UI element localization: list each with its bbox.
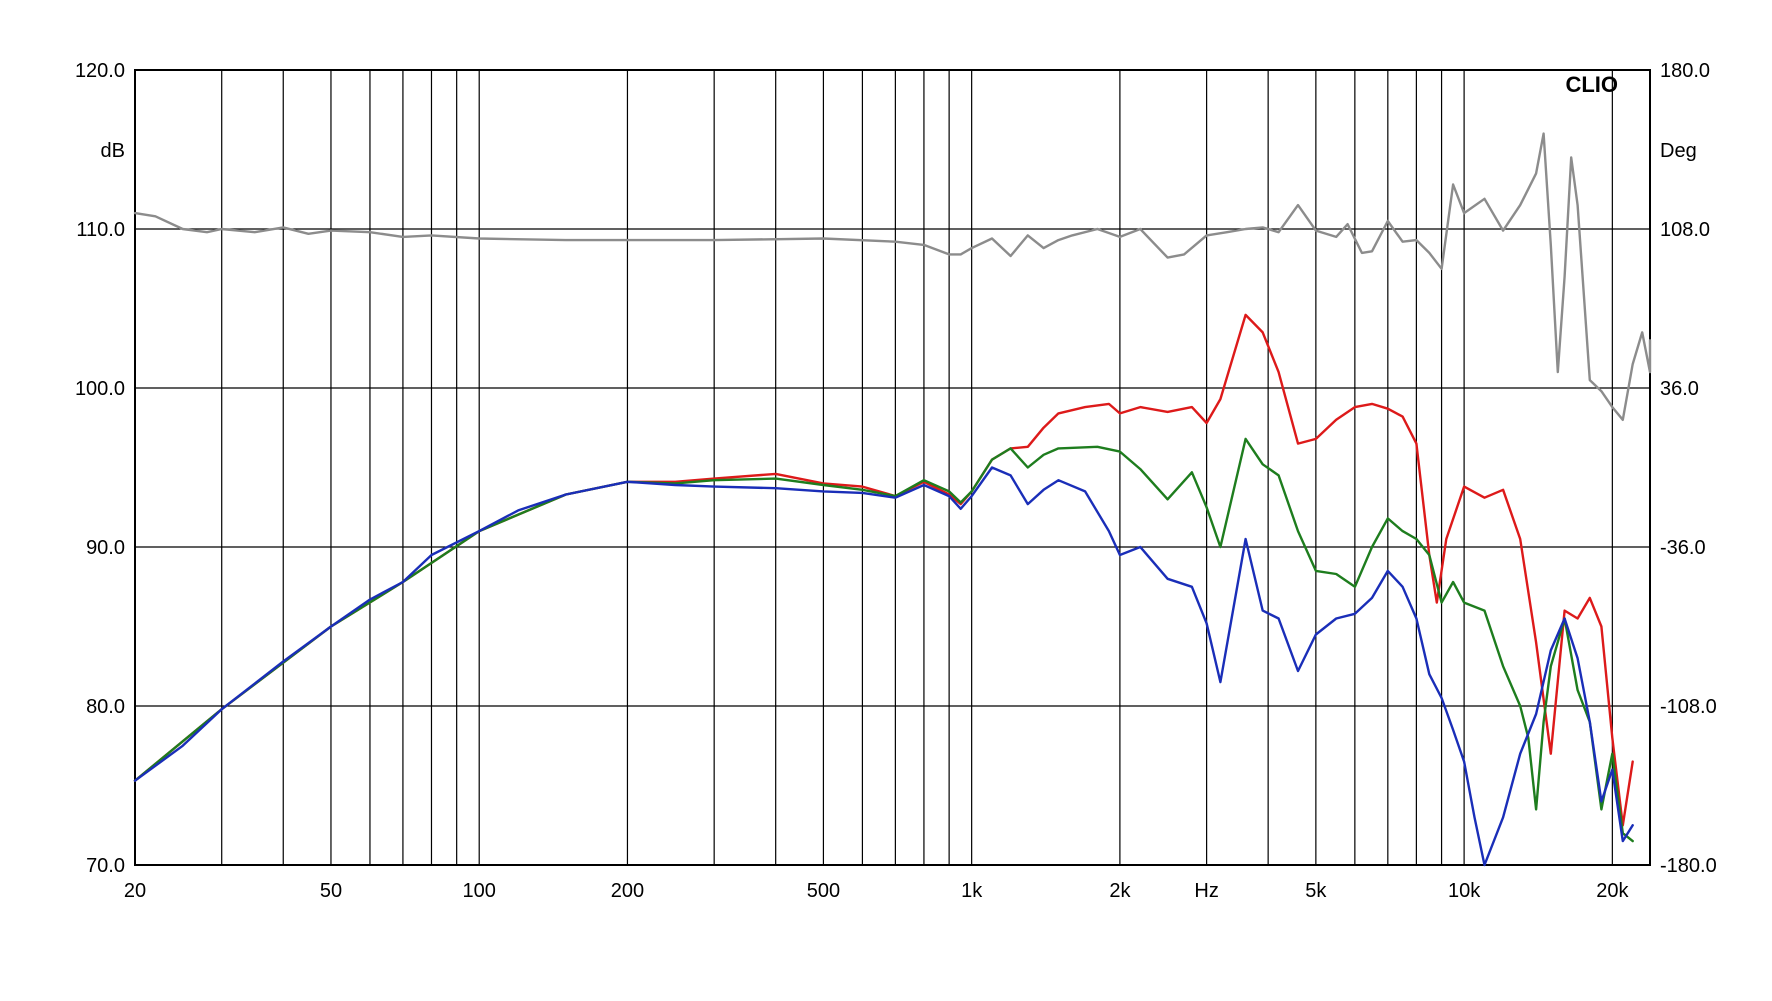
x-axis-tick-label: 10k — [1448, 880, 1481, 902]
x-axis-tick-label: 200 — [611, 880, 644, 902]
right-axis-tick-label: 180.0 — [1660, 60, 1710, 82]
left-axis-tick-label: 120.0 — [75, 60, 125, 82]
series-red-line — [133, 313, 1634, 827]
left-axis-tick-label: 80.0 — [86, 696, 125, 718]
axis-labels: 70.0 80.0 90.0 100.0 110.0 120.0 dB -180.0 -108.… — [75, 60, 1717, 902]
right-axis-tick-label: 36.0 — [1660, 378, 1699, 400]
left-axis-tick-label: 100.0 — [75, 378, 125, 400]
right-axis-unit: Deg — [1660, 140, 1697, 162]
left-axis-tick-label: 90.0 — [86, 537, 125, 559]
x-axis-unit: Hz — [1194, 880, 1218, 902]
right-axis-tick-label: -180.0 — [1660, 855, 1717, 877]
x-axis-tick-label: 50 — [320, 880, 342, 902]
plot-area — [134, 69, 1651, 866]
x-axis-tick-label: 100 — [463, 880, 496, 902]
left-axis-tick-label: 70.0 — [86, 855, 125, 877]
left-axis-unit: dB — [101, 140, 125, 162]
grid-lines — [134, 69, 1650, 866]
x-axis-tick-label: 2k — [1109, 880, 1131, 902]
x-axis-tick-label: 20k — [1596, 880, 1629, 902]
right-axis-tick-label: -36.0 — [1660, 537, 1706, 559]
x-axis-tick-label: 20 — [124, 880, 146, 902]
series-layer — [133, 132, 1652, 867]
right-axis-tick-label: -108.0 — [1660, 696, 1717, 718]
clio-watermark: CLIO — [1565, 72, 1618, 97]
left-axis-tick-label: 110.0 — [76, 219, 125, 241]
right-axis-tick-label: 108.0 — [1660, 219, 1710, 241]
x-axis-tick-label: 5k — [1305, 880, 1327, 902]
series-blue-line — [133, 466, 1634, 867]
series-gray-line — [133, 132, 1652, 421]
series-green-line — [133, 437, 1634, 843]
x-axis-tick-label: 1k — [961, 880, 983, 902]
x-axis-tick-label: 500 — [807, 880, 840, 902]
